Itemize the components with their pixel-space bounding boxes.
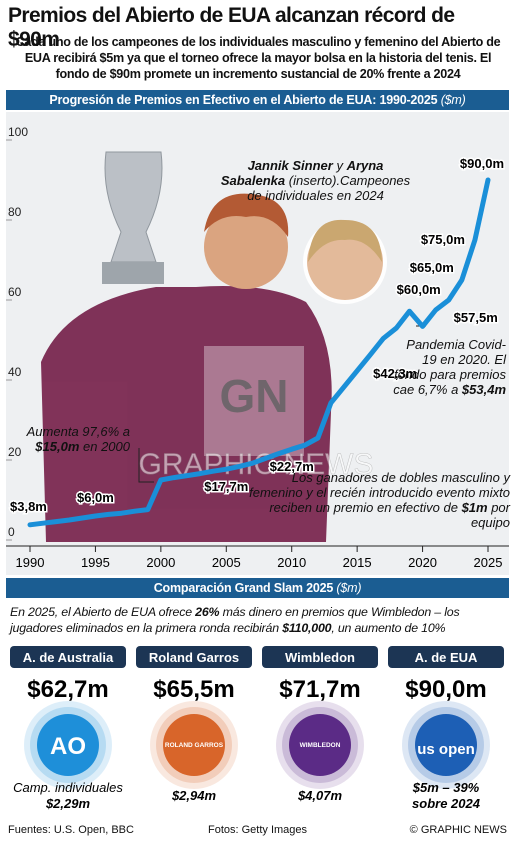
- x-tick-label: 2015: [343, 555, 372, 570]
- x-tick-label: 1990: [16, 555, 45, 570]
- value-label: $90,0m: [460, 156, 504, 171]
- credit: © GRAPHIC NEWS: [409, 824, 507, 836]
- inset-hair: [308, 219, 382, 262]
- value-label: $6,0m: [77, 490, 114, 505]
- logo: [415, 714, 477, 776]
- logo-box: [204, 346, 304, 456]
- value-label: $3,8m: [10, 499, 47, 514]
- text-run: Los ganadores de dobles masculino y feme…: [249, 470, 510, 515]
- chart-title-band: Progresión de Premios en Efectivo en el …: [6, 90, 509, 110]
- x-tick-label: 2020: [408, 555, 437, 570]
- annotation-champions: Jannik Sinner y Aryna Sabalenka (inserto…: [218, 158, 413, 203]
- y-tick-label: 80: [8, 205, 22, 219]
- chart-title: Progresión de Premios en Efectivo en el …: [49, 93, 438, 107]
- trophy-base: [102, 262, 164, 284]
- text-run: más dinero en premios que Wimbledon – lo…: [10, 605, 460, 635]
- text-run: y: [332, 158, 347, 173]
- card-name: A. de Australia: [23, 650, 114, 665]
- y-tick-label: 60: [8, 285, 22, 299]
- text-run: $110,000: [282, 621, 332, 635]
- logo: [163, 714, 225, 776]
- card-note: $5m – 39%: [412, 780, 480, 795]
- comparison-unit: ($m): [336, 581, 362, 595]
- subtitle: Cada uno de los campeones de los individ…: [15, 35, 501, 81]
- card-name: A. de EUA: [415, 650, 478, 665]
- card-total: $90,0m: [405, 676, 486, 703]
- card-total: $62,7m: [27, 676, 108, 703]
- logo-text: AO: [50, 733, 86, 760]
- y-tick-label: 100: [8, 125, 28, 139]
- text-run: por equipo: [470, 500, 510, 530]
- comparison-title: Comparación Grand Slam 2025: [153, 581, 334, 595]
- logo-text: us open: [417, 741, 475, 758]
- text-run: en 2000: [79, 439, 130, 454]
- x-tick-label: 1995: [81, 555, 110, 570]
- card-label-bg: [388, 646, 504, 668]
- cards: A. de Australia $62,7m AO Camp. individuale…: [10, 646, 504, 811]
- y-tick-label: 40: [8, 365, 22, 379]
- logo: GN: [220, 370, 289, 422]
- card-note: Camp. individuales: [13, 780, 123, 795]
- text-run: En 2025, el Abierto de EUA ofrece: [10, 605, 196, 619]
- photos: Fotos: Getty Images: [208, 824, 308, 836]
- text-run: (inserto).Campeones de individuales en 2…: [247, 173, 411, 203]
- value-label: $22,7m: [270, 459, 314, 474]
- sources: Fuentes: U.S. Open, BBC: [8, 824, 134, 836]
- annotation-2000: Aumenta 97,6% a $15,0m en 2000: [20, 424, 130, 454]
- y-tick-label: 0: [8, 525, 15, 539]
- annotation-doubles: Los ganadores de dobles masculino y feme…: [236, 470, 510, 530]
- card-note: $2,29m: [45, 796, 91, 811]
- text-run: , un aumento de 10%: [331, 621, 446, 635]
- comparison-band: Comparación Grand Slam 2025 ($m): [6, 578, 509, 598]
- text-run: $1m: [461, 500, 488, 515]
- logo: [37, 714, 99, 776]
- logo-text: WIMBLEDON: [300, 742, 341, 749]
- value-label: $17,7m: [204, 479, 248, 494]
- value-label: $75,0m: [421, 232, 465, 247]
- annotation-pandemic: Pandemia Covid-19 en 2020. El fondo para…: [392, 337, 506, 397]
- callout-bracket: [138, 448, 154, 483]
- card-note: $2,94m: [171, 788, 217, 803]
- card-label-bg: [10, 646, 126, 668]
- text-run: Pandemia Covid-19 en 2020. El fondo para…: [393, 337, 506, 397]
- value-label: $60,0m: [397, 282, 441, 297]
- value-label: $42,3m: [373, 366, 417, 381]
- value-label: $65,0m: [410, 260, 454, 275]
- card-note: $4,07m: [297, 788, 343, 803]
- head: [204, 205, 288, 289]
- card-total: $65,5m: [153, 676, 234, 703]
- text-run: 26%: [195, 605, 220, 619]
- chart-unit: ($m): [440, 93, 466, 107]
- x-tick-label: 2025: [474, 555, 503, 570]
- text-run: Aumenta 97,6% a: [26, 424, 130, 439]
- card-name: Roland Garros: [149, 650, 239, 665]
- text-run: $53,4m: [461, 382, 506, 397]
- card-total: $71,7m: [279, 676, 360, 703]
- comparison-intro: En 2025, el Abierto de EUA ofrece 26% má…: [10, 604, 507, 636]
- x-tick-label: 2000: [146, 555, 175, 570]
- shirt: [41, 286, 332, 542]
- logo: [289, 714, 351, 776]
- card-note: sobre 2024: [412, 796, 481, 811]
- logo-text: ROLAND GARROS: [165, 742, 224, 749]
- card-label-bg: [262, 646, 378, 668]
- card-name: Wimbledon: [285, 650, 355, 665]
- value-label: $57,5m: [454, 310, 498, 325]
- x-tick-label: 2010: [277, 555, 306, 570]
- y-tick-label: 20: [8, 445, 22, 459]
- card-label-bg: [136, 646, 252, 668]
- line: [27, 177, 491, 528]
- text-run: $15,0m: [35, 439, 80, 454]
- text-run: Aryna Sabalenka: [220, 158, 384, 188]
- text-run: Jannik Sinner: [247, 158, 333, 173]
- x-tick-label: 2005: [212, 555, 241, 570]
- title: Premios del Abierto de EUA alcanzan réco…: [8, 4, 455, 51]
- hair: [204, 193, 289, 237]
